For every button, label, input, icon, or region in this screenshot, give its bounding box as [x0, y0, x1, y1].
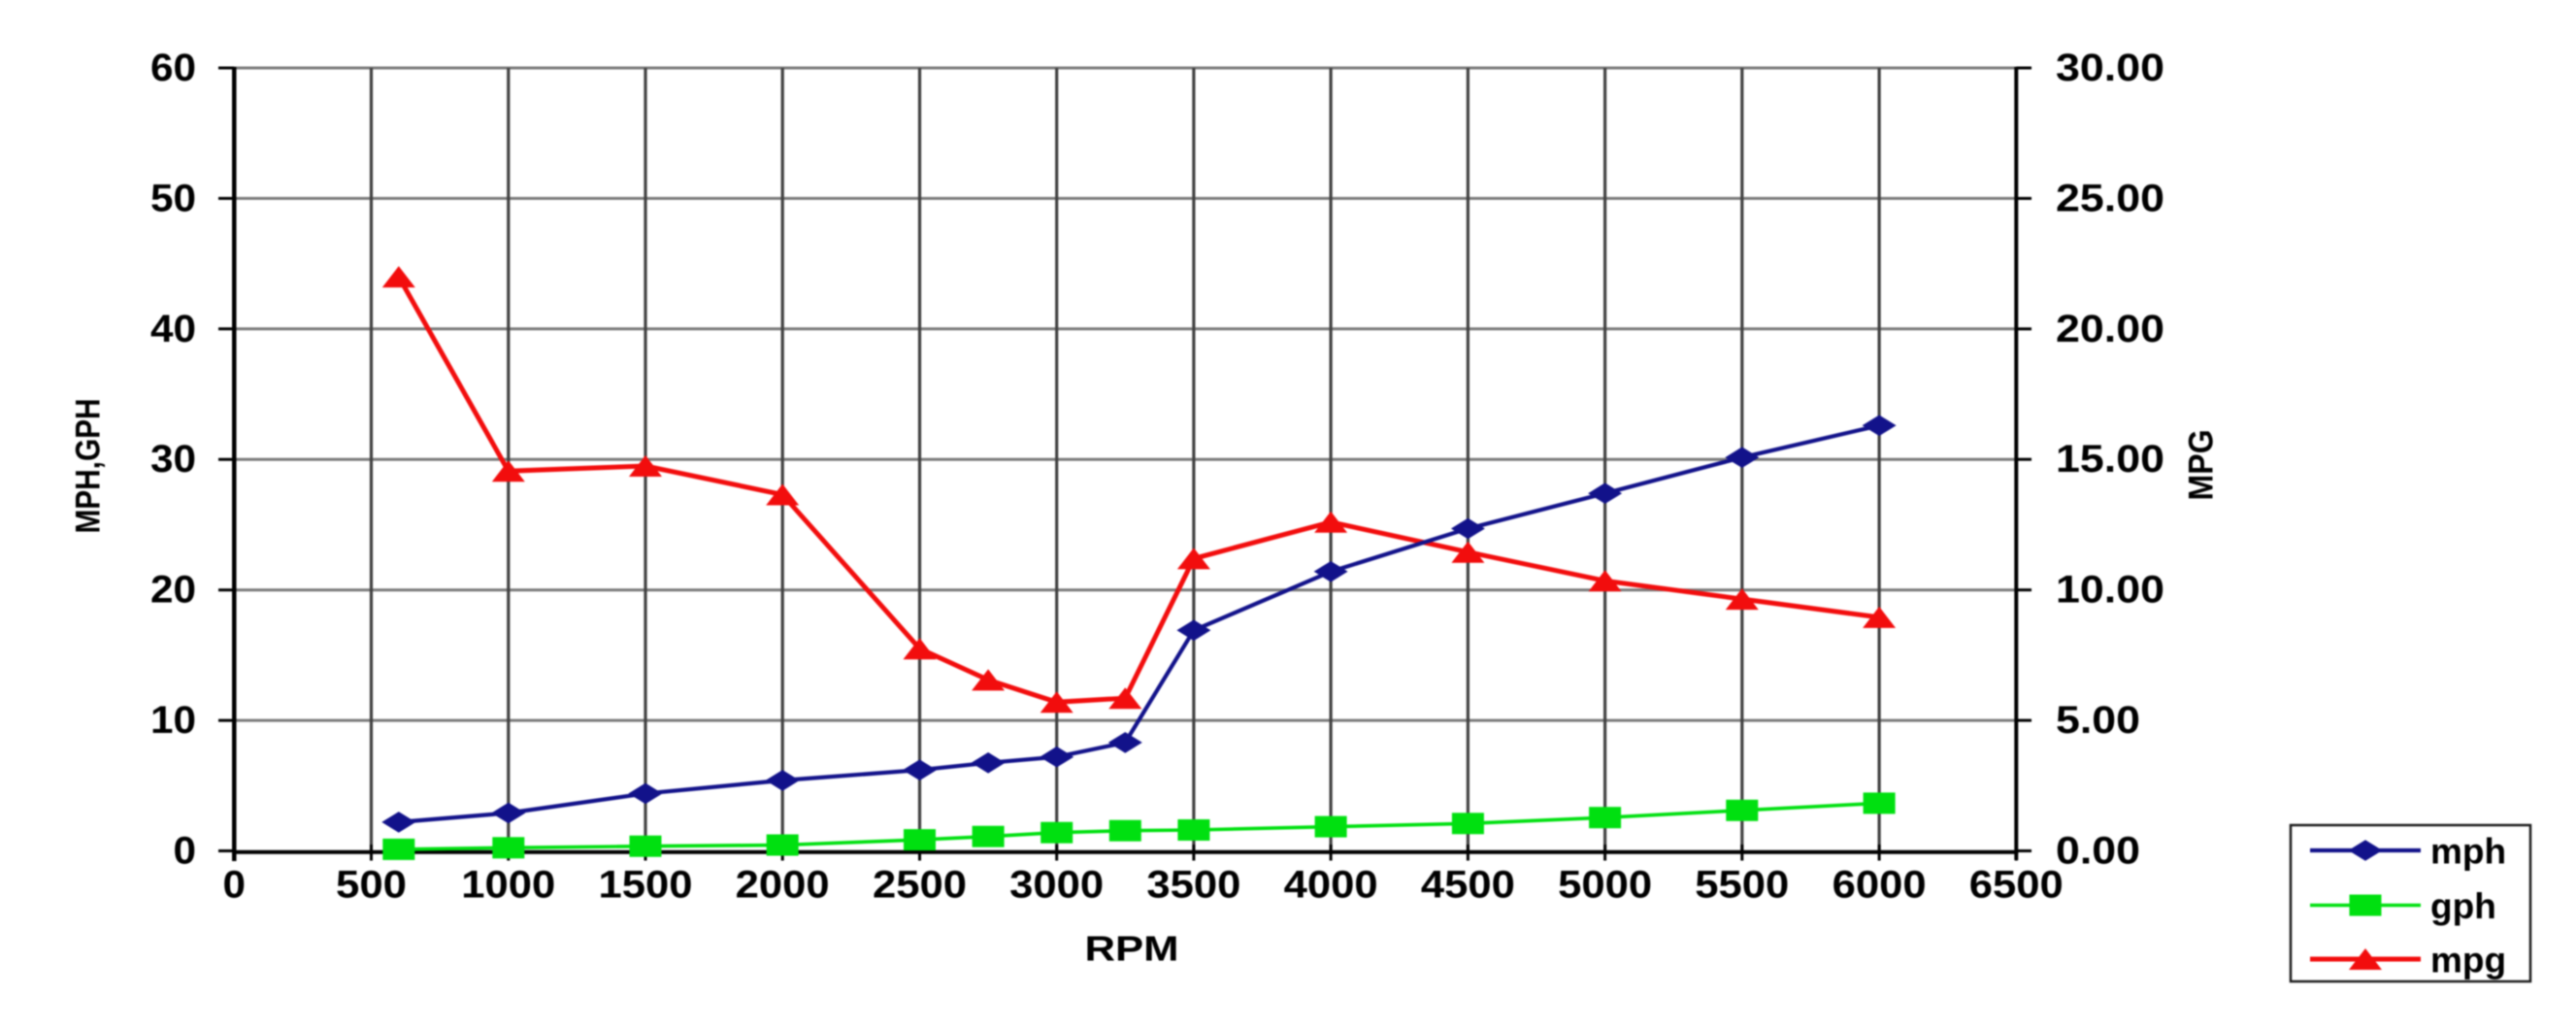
svg-text:20: 20	[150, 569, 196, 612]
svg-text:0: 0	[174, 830, 197, 873]
svg-text:4500: 4500	[1421, 864, 1515, 907]
svg-text:2000: 2000	[736, 864, 830, 907]
svg-text:1500: 1500	[599, 864, 693, 907]
svg-text:gph: gph	[2430, 886, 2496, 926]
svg-text:0: 0	[223, 864, 247, 907]
svg-text:1000: 1000	[461, 864, 555, 907]
svg-text:mpg: mpg	[2430, 941, 2506, 980]
svg-text:6000: 6000	[1833, 864, 1927, 907]
svg-text:3500: 3500	[1146, 864, 1240, 907]
svg-text:0.00: 0.00	[2056, 830, 2140, 873]
svg-text:5000: 5000	[1558, 864, 1652, 907]
svg-text:30: 30	[150, 438, 196, 481]
svg-text:25.00: 25.00	[2056, 177, 2164, 219]
svg-text:40: 40	[150, 308, 196, 350]
svg-text:mph: mph	[2430, 832, 2506, 872]
svg-text:20.00: 20.00	[2056, 308, 2164, 350]
svg-text:30.00: 30.00	[2056, 47, 2164, 89]
svg-text:5.00: 5.00	[2056, 699, 2140, 742]
svg-text:3000: 3000	[1009, 864, 1104, 907]
svg-text:MPG: MPG	[2183, 430, 2221, 501]
svg-text:10: 10	[150, 699, 196, 742]
svg-text:MPH,GPH: MPH,GPH	[70, 399, 108, 534]
svg-text:6500: 6500	[1969, 864, 2064, 907]
svg-text:50: 50	[150, 177, 196, 219]
svg-text:4000: 4000	[1284, 864, 1378, 907]
svg-text:15.00: 15.00	[2056, 438, 2164, 481]
svg-text:2500: 2500	[873, 864, 967, 907]
svg-text:500: 500	[336, 864, 407, 907]
svg-text:10.00: 10.00	[2056, 569, 2164, 612]
svg-text:5500: 5500	[1695, 864, 1789, 907]
svg-text:60: 60	[150, 47, 196, 89]
svg-text:RPM: RPM	[1085, 929, 1179, 969]
